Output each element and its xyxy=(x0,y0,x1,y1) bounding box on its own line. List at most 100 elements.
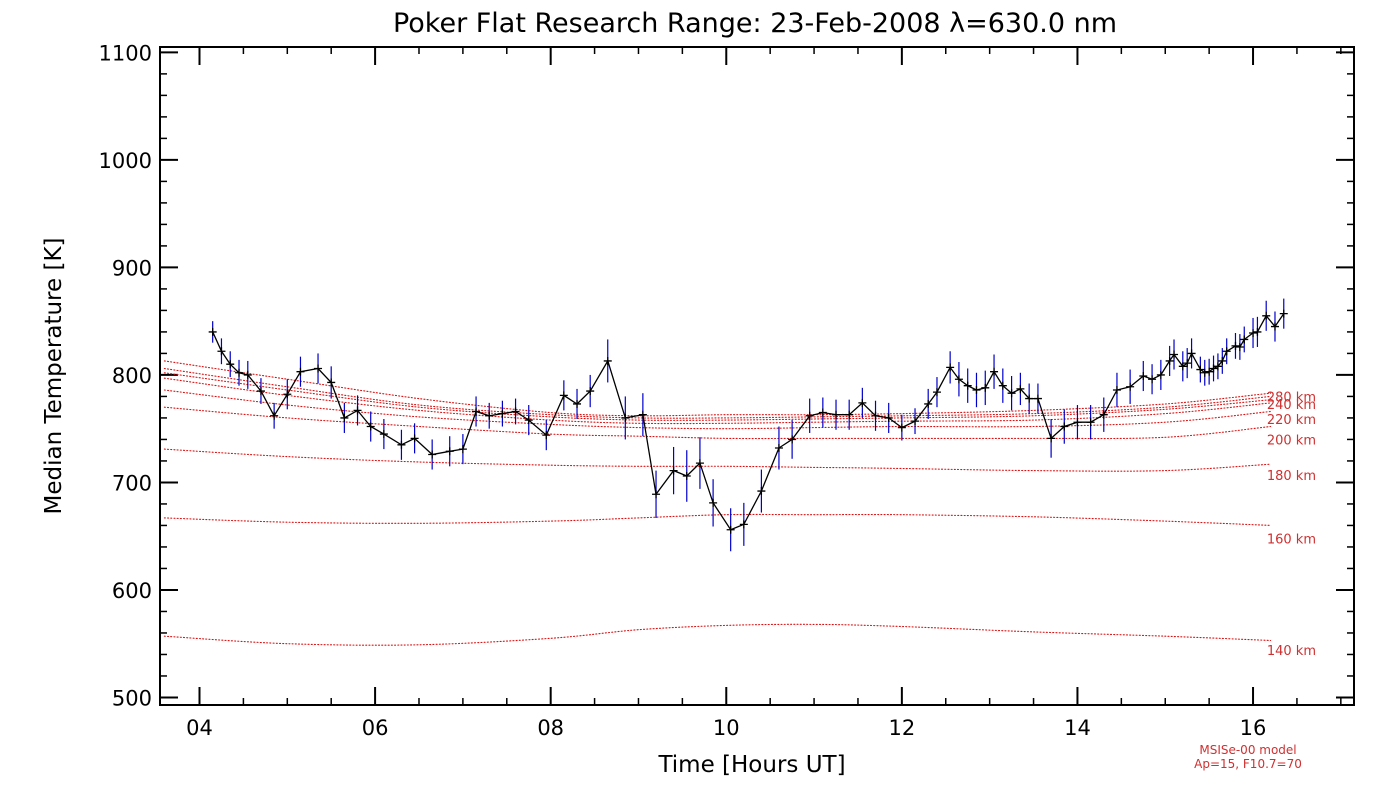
model-curve-260-km xyxy=(163,372,1272,421)
data-point xyxy=(1213,362,1222,371)
data-point xyxy=(972,385,981,394)
y-tick-label: 1000 xyxy=(99,149,152,173)
data-point xyxy=(638,410,647,419)
data-point xyxy=(256,387,265,396)
data-point xyxy=(1240,335,1249,344)
data-point xyxy=(1156,370,1165,379)
data-point xyxy=(1165,356,1174,365)
data-point xyxy=(208,327,217,336)
measured-series xyxy=(212,313,1285,531)
x-tick-label: 04 xyxy=(186,716,213,740)
model-label: 180 km xyxy=(1267,469,1316,484)
data-point xyxy=(818,408,827,417)
data-point xyxy=(1099,410,1108,419)
data-point xyxy=(353,406,362,415)
model-curves xyxy=(163,360,1272,646)
x-tick-label: 12 xyxy=(888,716,915,740)
data-point xyxy=(858,398,867,407)
model-label: 140 km xyxy=(1267,644,1316,659)
y-tick-label: 500 xyxy=(112,686,152,710)
data-point xyxy=(524,416,533,425)
data-point xyxy=(682,471,691,480)
data-point xyxy=(327,378,336,387)
data-point-markers xyxy=(208,309,1288,534)
data-point xyxy=(1139,372,1148,380)
data-point xyxy=(1025,394,1034,403)
data-point xyxy=(410,434,419,443)
data-point xyxy=(445,447,454,456)
data-point xyxy=(379,430,388,439)
y-tick-label: 700 xyxy=(112,471,152,495)
y-tick-labels: 500 600 700 800 900 1000 1100 xyxy=(99,41,152,710)
data-point xyxy=(1235,342,1244,351)
data-point xyxy=(669,466,678,475)
data-point xyxy=(1187,349,1196,358)
data-point xyxy=(428,450,437,459)
model-curve-240-km xyxy=(163,377,1272,425)
data-point xyxy=(1196,365,1205,374)
measured-line xyxy=(212,313,1285,531)
data-point xyxy=(998,381,1007,390)
data-point xyxy=(1170,350,1179,359)
model-curve-300-km xyxy=(163,360,1272,417)
data-point xyxy=(726,525,735,534)
model-curve-160-km xyxy=(163,513,1272,526)
data-point xyxy=(946,363,955,372)
data-point xyxy=(340,413,349,422)
y-tick-label: 600 xyxy=(112,579,152,603)
data-point xyxy=(1205,367,1214,376)
data-point xyxy=(774,444,783,453)
x-axis-label: Time [Hours UT] xyxy=(657,752,845,778)
data-point xyxy=(1200,368,1209,377)
model-curve-200-km xyxy=(163,406,1272,440)
data-point xyxy=(235,368,244,377)
error-bars xyxy=(212,298,1285,552)
data-point xyxy=(757,487,766,496)
data-point xyxy=(845,410,854,419)
data-point xyxy=(1148,375,1157,384)
data-point xyxy=(788,435,797,444)
model-label: 240 km xyxy=(1267,398,1316,413)
data-point xyxy=(511,407,520,416)
y-tick-label: 800 xyxy=(112,364,152,388)
data-point xyxy=(1126,382,1135,391)
data-point xyxy=(954,375,963,384)
data-point xyxy=(832,410,841,419)
data-point xyxy=(1279,309,1288,318)
data-point xyxy=(1231,341,1240,350)
data-point xyxy=(911,417,920,426)
data-point xyxy=(243,370,252,379)
data-point xyxy=(990,367,999,376)
data-point xyxy=(366,422,375,431)
x-tick-label: 10 xyxy=(713,716,740,740)
data-point xyxy=(652,490,661,499)
data-point xyxy=(1112,385,1121,394)
data-point xyxy=(283,390,292,399)
data-point xyxy=(314,364,323,373)
minor-ticks xyxy=(160,47,1354,705)
data-point xyxy=(458,445,467,454)
data-point xyxy=(485,411,494,420)
data-point xyxy=(1016,384,1025,393)
model-note-line-1: MSISe-00 model xyxy=(1199,743,1296,757)
data-point xyxy=(559,391,568,400)
data-point xyxy=(603,356,612,365)
model-label: 200 km xyxy=(1267,433,1316,448)
data-point xyxy=(1178,362,1187,371)
x-tick-label: 08 xyxy=(537,716,564,740)
y-tick-label: 900 xyxy=(112,256,152,280)
data-point xyxy=(586,387,595,396)
data-point xyxy=(932,388,941,397)
data-point xyxy=(296,367,305,376)
data-point xyxy=(573,399,582,408)
data-point xyxy=(739,520,748,529)
data-point xyxy=(709,498,718,507)
x-tick-label: 16 xyxy=(1240,716,1267,740)
data-point xyxy=(1060,422,1069,431)
x-tick-label: 14 xyxy=(1064,716,1091,740)
model-label: 280 km xyxy=(1267,390,1316,405)
data-point xyxy=(1033,394,1042,403)
data-point xyxy=(924,399,933,408)
